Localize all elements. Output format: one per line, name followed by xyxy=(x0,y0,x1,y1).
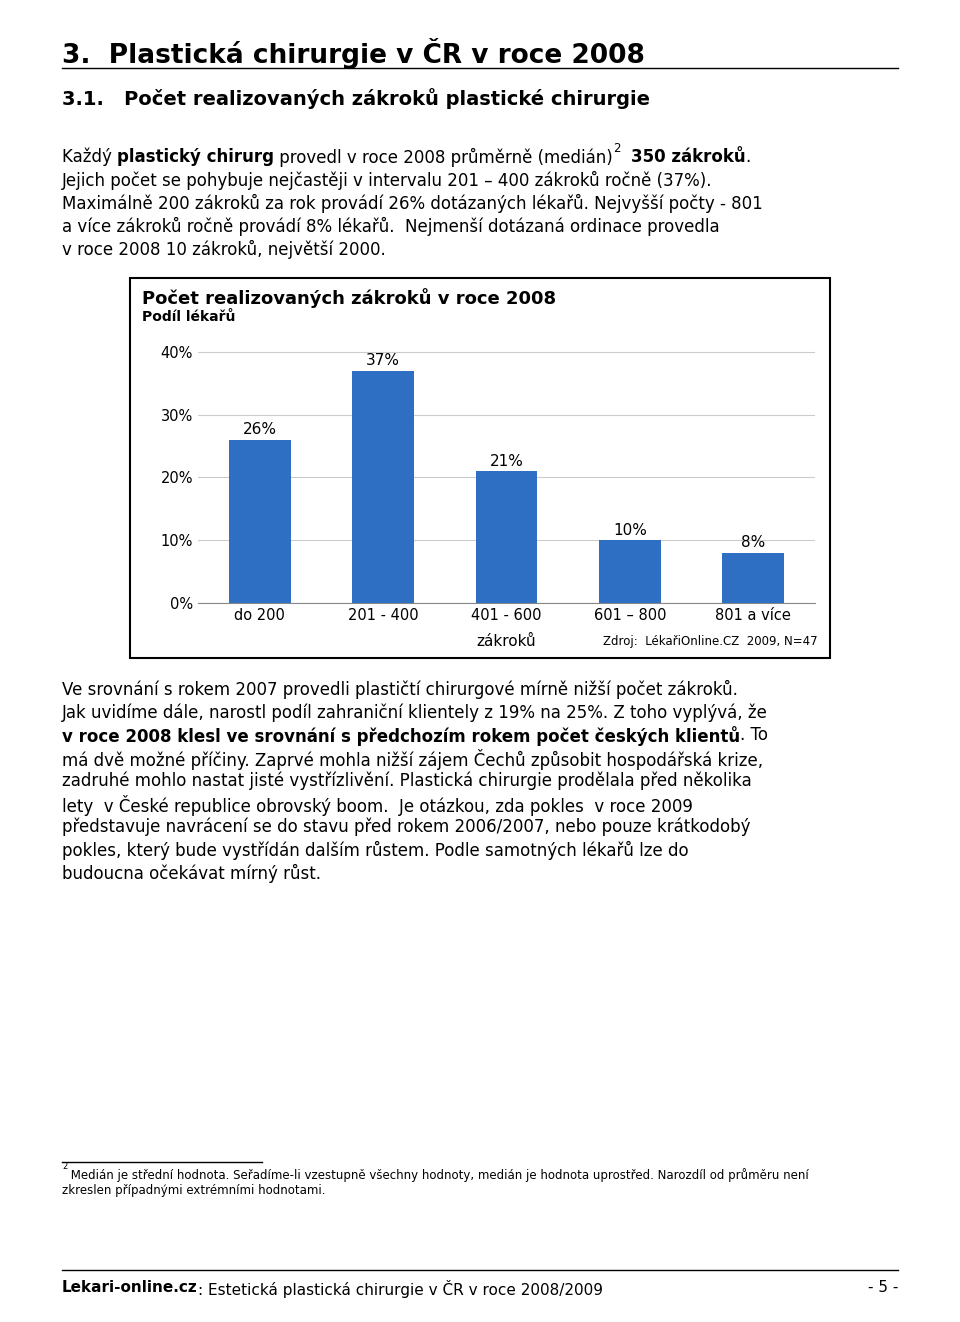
Text: Ve srovnání s rokem 2007 provedli plastičtí chirurgové mírně nižší počet zákroků: Ve srovnání s rokem 2007 provedli plasti… xyxy=(62,680,738,699)
Bar xyxy=(599,541,660,603)
Text: provedl v roce 2008 průměrně (medián): provedl v roce 2008 průměrně (medián) xyxy=(275,148,612,167)
Text: 26%: 26% xyxy=(243,422,276,438)
Text: 2: 2 xyxy=(62,1162,67,1171)
Bar xyxy=(228,440,291,603)
Text: představuje navrácení se do stavu před rokem 2006/2007, nebo pouze krátkodobý: představuje navrácení se do stavu před r… xyxy=(62,818,751,837)
Text: Lekari-online.cz: Lekari-online.cz xyxy=(62,1280,198,1296)
Text: 3.  Plastická chirurgie v ČR v roce 2008: 3. Plastická chirurgie v ČR v roce 2008 xyxy=(62,38,645,69)
Text: 21%: 21% xyxy=(490,453,523,468)
Bar xyxy=(475,471,538,603)
Text: Každý: Každý xyxy=(62,148,117,167)
Text: : Estetická plastická chirurgie v ČR v roce 2008/2009: : Estetická plastická chirurgie v ČR v r… xyxy=(198,1280,603,1298)
Text: 8%: 8% xyxy=(741,535,765,550)
Bar xyxy=(352,370,414,603)
Text: Maximálně 200 zákroků za rok provádí 26% dotázaných lékařů. Nejvyšší počty - 801: Maximálně 200 zákroků za rok provádí 26%… xyxy=(62,194,763,213)
Text: 2: 2 xyxy=(612,141,620,155)
Text: Podíl lékařů: Podíl lékařů xyxy=(142,309,235,324)
Text: pokles, který bude vystřídán dalším růstem. Podle samotných lékařů lze do: pokles, který bude vystřídán dalším růst… xyxy=(62,841,688,861)
Text: Jejich počet se pohybuje nejčastěji v intervalu 201 – 400 zákroků ročně (37%).: Jejich počet se pohybuje nejčastěji v in… xyxy=(62,171,712,190)
Text: Medián je střední hodnota. Seřadíme-li vzestupně všechny hodnoty, medián je hodn: Medián je střední hodnota. Seřadíme-li v… xyxy=(67,1169,809,1182)
Text: 3.1.   Počet realizovaných zákroků plastické chirurgie: 3.1. Počet realizovaných zákroků plastic… xyxy=(62,89,650,108)
Bar xyxy=(130,278,830,658)
Text: lety  v České republice obrovský boom.  Je otázkou, zda pokles  v roce 2009: lety v České republice obrovský boom. Je… xyxy=(62,795,693,816)
Text: 350 zákroků: 350 zákroků xyxy=(631,148,745,167)
Text: 37%: 37% xyxy=(366,353,400,368)
Text: plastický chirurg: plastický chirurg xyxy=(117,148,275,167)
Text: v roce 2008 10 zákroků, největší 2000.: v roce 2008 10 zákroků, největší 2000. xyxy=(62,241,386,259)
Text: má dvě možné příčiny. Zaprvé mohla nižší zájem Čechů způsobit hospodářská krize,: má dvě možné příčiny. Zaprvé mohla nižší… xyxy=(62,750,763,769)
Text: Jak uvidíme dále, narostl podíl zahraniční klientely z 19% na 25%. Z toho vyplýv: Jak uvidíme dále, narostl podíl zahranič… xyxy=(62,703,768,722)
Text: v roce 2008 klesl ve srovnání s předchozím rokem počet českých klientů: v roce 2008 klesl ve srovnání s předchoz… xyxy=(62,726,740,746)
Text: zkreslen případnými extrémními hodnotami.: zkreslen případnými extrémními hodnotami… xyxy=(62,1185,325,1196)
Text: Zdroj:  LékařiOnline.CZ  2009, N=47: Zdroj: LékařiOnline.CZ 2009, N=47 xyxy=(604,635,818,648)
Text: - 5 -: - 5 - xyxy=(868,1280,898,1296)
Text: Počet realizovaných zákroků v roce 2008: Počet realizovaných zákroků v roce 2008 xyxy=(142,288,556,308)
Text: 10%: 10% xyxy=(613,522,647,538)
Text: a více zákroků ročně provádí 8% lékařů.  Nejmenší dotázaná ordinace provedla: a více zákroků ročně provádí 8% lékařů. … xyxy=(62,217,720,237)
Text: . To: . To xyxy=(740,726,768,744)
Text: zadruhé mohlo nastat jisté vystřízlivění. Plastická chirurgie prodělala před něk: zadruhé mohlo nastat jisté vystřízlivění… xyxy=(62,772,752,791)
Text: .: . xyxy=(745,148,751,167)
Text: budoucna očekávat mírný růst.: budoucna očekávat mírný růst. xyxy=(62,865,321,883)
Bar xyxy=(723,553,784,603)
X-axis label: zákroků: zákroků xyxy=(477,635,537,649)
